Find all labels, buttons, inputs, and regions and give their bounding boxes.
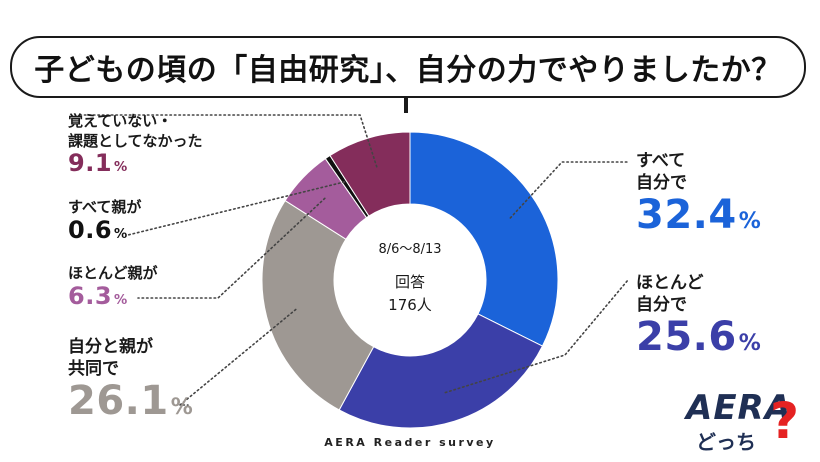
logo-brand: AERA <box>686 388 793 428</box>
value-mostly-parent: 6.3% <box>68 282 127 310</box>
donut-hole <box>334 204 486 356</box>
value-joint-num: 26.1 <box>68 378 169 425</box>
value-joint-unit: % <box>170 395 193 421</box>
label-mostly-parent-line1: ほとんど親が <box>68 264 158 282</box>
value-none-unit: % <box>114 160 128 175</box>
label-joint-line1: 自分と親が <box>68 337 153 357</box>
label-mostly-parent: ほとんど親が 6.3% <box>68 264 158 309</box>
value-mostly-self-num: 25.6 <box>636 314 737 361</box>
aera-logo: AERA どっち ? <box>686 388 800 454</box>
label-none: 覚えていない・ 課題としてなかった 9.1% <box>68 112 203 176</box>
leader-line-none <box>79 114 378 168</box>
value-all-self: 32.4% <box>636 192 761 238</box>
value-all-parent-num: 0.6 <box>68 215 113 244</box>
logo-sub: どっち <box>696 430 756 454</box>
value-mostly-self-unit: % <box>738 331 761 357</box>
value-none: 9.1% <box>68 149 127 177</box>
respondents-label: 回答 <box>394 273 425 291</box>
leader-line-mostly-self <box>444 279 629 394</box>
value-all-self-unit: % <box>738 209 761 235</box>
label-all-parent: すべて親が 0.6% <box>68 198 141 243</box>
value-mostly-parent-num: 6.3 <box>68 281 113 310</box>
value-all-self-num: 32.4 <box>636 192 737 239</box>
label-none-line2: 課題としてなかった <box>68 131 203 150</box>
label-mostly-self-line1: ほとんど <box>636 273 704 293</box>
respondents-count: 176人 <box>388 296 432 314</box>
label-joint: 自分と親が 共同で 26.1% <box>68 336 193 422</box>
label-all-self-line1: すべて <box>636 151 686 171</box>
value-all-parent: 0.6% <box>68 216 127 244</box>
leader-line-mostly-parent <box>137 197 326 299</box>
value-all-parent-unit: % <box>114 226 128 242</box>
page-title: 子どもの頃の「自由研究」、自分の力でやりましたか？ <box>34 53 782 88</box>
value-mostly-self: 25.6% <box>636 314 761 360</box>
label-all-self: すべて 自分で 32.4% <box>636 150 761 236</box>
label-mostly-self-line2: 自分で <box>636 295 687 316</box>
label-all-self-line2: 自分で <box>636 173 687 194</box>
leader-line-all-parent <box>125 181 346 236</box>
value-joint: 26.1% <box>68 378 193 424</box>
source-note: AERA Reader survey <box>324 436 496 449</box>
question-mark-icon: ? <box>770 392 800 450</box>
value-none-num: 9.1 <box>68 149 113 177</box>
leader-line-all-self <box>509 161 629 219</box>
bubble-tail <box>404 97 408 113</box>
question-bubble: 子どもの頃の「自由研究」、自分の力でやりましたか？ <box>10 36 806 98</box>
value-mostly-parent-unit: % <box>114 292 128 308</box>
donut-center: 8/6～8/13 回答 176人 <box>350 238 470 315</box>
survey-period: 8/6～8/13 <box>378 242 442 257</box>
label-none-line1: 覚えていない・ <box>68 112 173 130</box>
label-joint-line2: 共同で <box>68 359 119 380</box>
label-mostly-self: ほとんど 自分で 25.6% <box>636 272 761 358</box>
label-all-parent-line1: すべて親が <box>68 198 142 216</box>
leader-line-joint <box>177 308 297 406</box>
